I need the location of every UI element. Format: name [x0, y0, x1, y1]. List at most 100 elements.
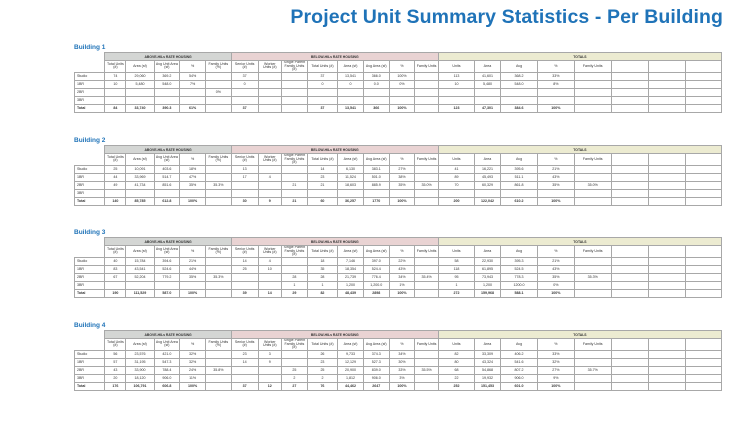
data-cell: [610, 357, 650, 367]
row-label: 2BR: [73, 180, 106, 190]
data-cell: [230, 373, 259, 383]
data-cell: 8%: [537, 79, 575, 89]
data-cell: [257, 188, 283, 198]
data-cell: 41: [437, 164, 476, 174]
column-header: Single Parent Family Units (#): [281, 60, 308, 73]
data-cell: [281, 79, 308, 89]
data-cell: 606.8: [153, 381, 181, 391]
data-cell: [684, 196, 723, 206]
data-cell: [684, 272, 723, 282]
data-cell: [610, 71, 650, 81]
data-cell: 151,453: [474, 381, 501, 391]
data-cell: [414, 349, 439, 359]
data-cell: 1: [306, 280, 339, 290]
data-cell: [684, 264, 723, 274]
data-cell: [414, 164, 439, 174]
data-cell: 6,130: [337, 164, 364, 174]
data-cell: 788.4: [153, 365, 181, 375]
data-cell: [414, 103, 439, 113]
data-cell: [281, 172, 308, 182]
column-header: Area (sf): [337, 245, 364, 258]
data-cell: 118: [437, 264, 476, 274]
data-cell: 190: [104, 288, 127, 298]
data-cell: 18: [306, 256, 339, 266]
column-header: Total Units (#): [104, 245, 127, 258]
data-cell: 37: [230, 103, 259, 113]
data-cell: 14: [230, 357, 259, 367]
data-cell: [610, 164, 650, 174]
data-cell: [281, 103, 308, 113]
data-cell: 18%: [179, 164, 206, 174]
data-cell: [281, 95, 308, 105]
data-cell: [204, 95, 232, 105]
data-cell: [281, 87, 308, 97]
data-cell: 82: [306, 288, 339, 298]
data-cell: [474, 95, 501, 105]
data-cell: 23: [306, 357, 339, 367]
data-cell: [204, 357, 232, 367]
data-cell: 524.6: [153, 264, 181, 274]
row-label: Studio: [73, 256, 106, 266]
data-cell: 524.4: [362, 264, 390, 274]
column-header: Family Units: [414, 153, 439, 166]
data-cell: 100%: [179, 196, 206, 206]
data-cell: 54,868: [474, 365, 501, 375]
data-cell: 100%: [537, 381, 575, 391]
data-cell: [684, 87, 723, 97]
totals-header: TOTALS: [437, 145, 723, 154]
above-hils-header: ABOVE-HILs RATE HOUSING: [104, 237, 232, 246]
data-cell: 21%: [179, 256, 206, 266]
data-cell: [104, 188, 127, 198]
column-header: Units: [437, 245, 476, 258]
data-cell: [573, 349, 612, 359]
data-cell: 33%: [537, 71, 575, 81]
column-header: %: [179, 245, 206, 258]
data-cell: 906.0: [499, 373, 539, 383]
column-header: %: [537, 60, 575, 73]
corner-cell: [75, 154, 105, 166]
data-cell: 12: [257, 381, 283, 391]
data-cell: 23,576: [125, 349, 155, 359]
data-cell: 27%: [388, 164, 416, 174]
data-cell: [257, 373, 283, 383]
data-cell: [204, 381, 232, 391]
data-cell: 35%: [537, 180, 575, 190]
data-cell: 2: [281, 373, 308, 383]
data-cell: [281, 256, 308, 266]
data-cell: [230, 95, 259, 105]
data-cell: 7%: [179, 79, 206, 89]
table-row: 1BR 83 43,541 524.6 44% 25 10 35 18,354 524.4 43% 1…: [73, 264, 723, 274]
column-header: [610, 245, 650, 258]
column-header: Single Parent Family Units (#): [281, 153, 308, 166]
below-hils-header: BELOW-HILs RATE HOUSING: [230, 52, 439, 61]
data-cell: [573, 71, 612, 81]
data-cell: 40: [104, 256, 127, 266]
column-header: Avg: [499, 60, 539, 73]
data-cell: [610, 180, 650, 190]
data-cell: 1,200: [474, 280, 501, 290]
column-header: Area (sf): [337, 153, 364, 166]
data-cell: 30%: [388, 357, 416, 367]
data-cell: 67: [104, 272, 127, 282]
data-cell: 1200.0: [499, 280, 539, 290]
data-cell: 1770: [362, 196, 390, 206]
data-cell: [573, 87, 612, 97]
data-cell: 100%: [388, 103, 416, 113]
data-cell: 35.0%: [573, 180, 612, 190]
data-cell: 33,309: [474, 349, 501, 359]
corner-cell: [75, 331, 105, 339]
row-label: Total: [73, 103, 106, 113]
data-cell: 18,354: [337, 264, 364, 274]
data-cell: 43%: [537, 264, 575, 274]
data-cell: 100%: [388, 381, 416, 391]
data-cell: 106,791: [125, 381, 155, 391]
data-cell: [610, 381, 650, 391]
building-table: ABOVE-HILs RATE HOUSING BELOW-HILs RATE H…: [73, 330, 723, 391]
data-cell: 73,943: [474, 272, 501, 282]
data-cell: 13,541: [337, 71, 364, 81]
data-cell: 23: [230, 349, 259, 359]
column-header: %: [388, 60, 416, 73]
data-cell: [230, 87, 259, 97]
column-header: Avg Unit Area (sf): [153, 60, 181, 73]
data-cell: [414, 256, 439, 266]
